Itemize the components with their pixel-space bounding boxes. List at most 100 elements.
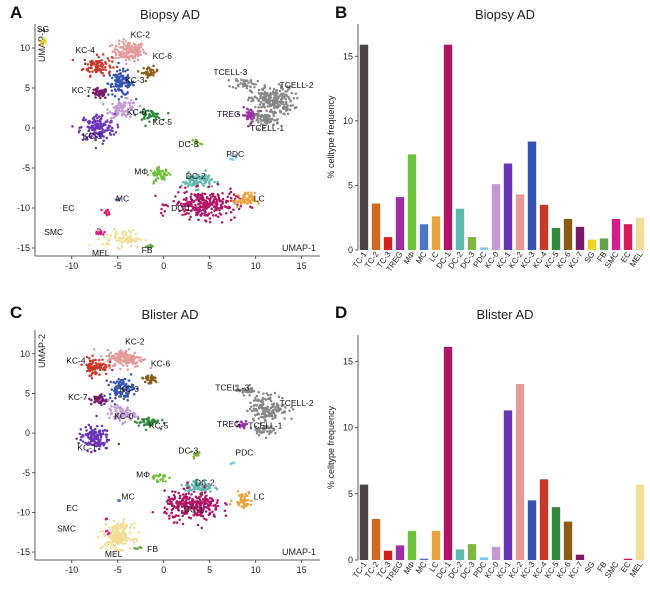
point-kc-3	[113, 392, 117, 395]
point-kc-2	[117, 42, 121, 46]
point-pdc	[229, 462, 232, 466]
point-kc-0	[128, 104, 132, 107]
cluster-label: MC	[116, 194, 129, 204]
point-kc-5	[146, 421, 150, 425]
point-mel	[122, 234, 125, 238]
point-kc-1	[79, 428, 83, 431]
y-tick-label: -10	[17, 203, 30, 213]
point-mφ	[167, 171, 170, 175]
point-kc-4	[111, 368, 114, 372]
point-tcell-2	[281, 101, 285, 104]
point-kc-2	[122, 47, 126, 51]
point-mel	[122, 230, 125, 233]
point-dc-2	[201, 485, 204, 488]
point-tcell-2	[284, 100, 288, 104]
point-tcell-2	[256, 398, 260, 401]
point-dc-1	[178, 185, 182, 189]
point-mφ	[152, 476, 156, 480]
point-dc-1	[200, 526, 204, 530]
point-kc-5	[146, 109, 150, 112]
cluster-label: FB	[147, 544, 158, 554]
point-mel	[118, 548, 122, 552]
point-treg	[240, 421, 243, 424]
point-kc-5	[152, 118, 156, 122]
point-tcell-2	[283, 417, 286, 420]
x-tick-label: SG	[583, 560, 597, 575]
point-dc-1	[165, 508, 169, 511]
y-axis-label: UMAP-2	[37, 334, 47, 368]
point-kc-2	[120, 55, 123, 59]
point-dc-1	[176, 508, 180, 511]
point-kc-6	[152, 64, 155, 68]
point-mφ	[161, 479, 165, 483]
x-tick-label: MΦ	[402, 250, 417, 266]
point-treg	[252, 117, 256, 120]
point-mel	[114, 527, 117, 530]
point-dc-1	[205, 518, 208, 522]
point-tcell-2	[256, 412, 260, 415]
point-dc-1	[215, 206, 218, 210]
point-sg	[41, 43, 45, 46]
point-tcell-2	[261, 88, 265, 92]
point-kc-5	[142, 108, 146, 111]
point-dc-1	[213, 209, 216, 212]
point-kc-2	[125, 44, 129, 48]
point-dc-1	[180, 511, 184, 514]
point-kc-0	[106, 412, 109, 415]
point-dc-1	[196, 523, 200, 527]
point-kc-1	[90, 429, 94, 433]
point-kc-1	[95, 435, 99, 439]
cluster-label: MEL	[92, 248, 110, 258]
point-kc-4	[101, 65, 104, 69]
point-mel	[108, 526, 111, 529]
point-kc-3	[110, 76, 114, 80]
point-kc-1	[93, 133, 97, 137]
panel-title: Blister AD	[141, 307, 198, 322]
point-kc-0	[121, 410, 124, 414]
point-dc-2	[194, 479, 197, 483]
point-kc-0	[109, 413, 113, 416]
point-dc-2	[195, 188, 198, 192]
point-fb	[136, 547, 139, 551]
point-mφ	[161, 177, 165, 181]
point-dc-1	[183, 507, 187, 510]
point-dc-1	[199, 503, 203, 507]
point-kc-2	[124, 40, 128, 43]
point-kc-3	[126, 399, 129, 402]
point-kc-4	[89, 374, 93, 377]
x-tick-label: 15	[297, 261, 307, 271]
point-mel	[113, 530, 116, 534]
point-kc-4	[88, 359, 92, 363]
point-lc	[241, 494, 244, 498]
point-kc-3	[126, 85, 130, 89]
point-tcell-2	[247, 98, 250, 102]
point-kc-7	[104, 96, 107, 99]
point-lc	[246, 192, 249, 195]
point-kc-2	[131, 54, 134, 57]
point-dc-2	[204, 175, 207, 179]
point-tcell-2	[272, 99, 275, 102]
point-dc-2	[197, 180, 201, 184]
point-dc-1	[189, 215, 192, 219]
point-dc-1	[218, 212, 222, 215]
point-kc-4	[99, 63, 102, 67]
point-kc-3	[118, 68, 122, 72]
point-kc-1	[90, 450, 93, 454]
point-kc-7	[87, 94, 90, 98]
y-tick-label: 10	[343, 116, 353, 126]
x-tick-label: 10	[251, 261, 261, 271]
point-tcell-2	[270, 412, 273, 415]
point-kc-4	[95, 53, 99, 56]
point-dc-1	[185, 190, 188, 193]
point-kc-5	[141, 110, 145, 114]
point-dc-1	[179, 202, 183, 206]
point-mel	[116, 526, 120, 530]
point-dc-2	[192, 179, 195, 182]
point-dc-1	[177, 491, 180, 495]
point-kc-7	[97, 396, 100, 399]
point-lc	[237, 200, 241, 203]
point-mel	[113, 540, 117, 544]
point-lc	[235, 205, 239, 208]
point-kc-1	[105, 438, 109, 441]
y-tick-label: 0	[25, 428, 30, 438]
